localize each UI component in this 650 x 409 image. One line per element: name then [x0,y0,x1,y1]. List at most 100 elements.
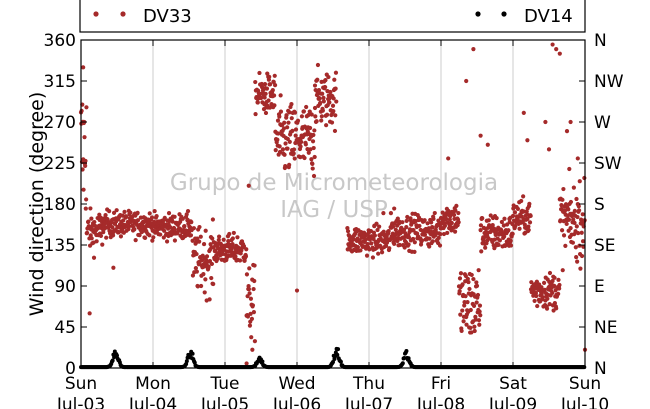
dv33-point [158,232,163,237]
dv33-point [325,112,330,117]
dv33-point [193,266,198,271]
dv33-point [473,317,478,322]
dv14-point [335,352,340,357]
dv14-point [184,359,189,364]
dv33-point [572,208,577,214]
dv33-point [122,209,127,214]
dv33-point [321,95,326,100]
dv33-point [493,232,498,238]
dv33-point [241,244,247,249]
dv33-point [82,135,87,140]
dv33-point [287,139,292,144]
dv33-point [462,303,467,308]
dv33-point [83,206,88,211]
dv33-point [397,242,402,248]
dv33-point [474,300,479,305]
x-tick-label-day: Sun [569,374,601,394]
dv33-point [333,113,338,118]
dv33-point [508,243,514,248]
x-tick-label-day: Sat [499,374,527,394]
dv33-point [550,42,555,47]
dv33-point [481,238,486,243]
dv33-point [547,302,552,307]
dv33-point [406,242,411,247]
dv33-point [496,242,501,247]
dv33-point [392,206,397,211]
dv33-point [313,114,318,119]
dv33-point [457,289,462,294]
dv33-point [79,108,84,113]
dv33-point [252,339,258,344]
dv33-point [580,239,586,244]
dv33-point [465,276,470,281]
y-tick-label-right: SE [594,236,616,256]
dv33-point [273,148,278,153]
dv33-point [471,276,476,282]
y-tick-label: 0 [65,359,76,379]
dv33-point [525,216,530,222]
dv33-point [441,231,447,237]
legend-marker-dv14-b [501,11,507,17]
y-tick-label: 135 [44,236,76,256]
dv33-point [286,120,291,125]
dv33-point [277,149,283,155]
dv33-point [262,95,267,100]
dv33-point [209,261,215,267]
dv14-point [400,361,405,366]
dv33-point [429,220,434,225]
dv33-point [312,154,317,160]
dv33-point [252,278,257,284]
dv33-point [320,91,325,96]
dv33-point [547,270,553,276]
dv33-point [311,145,316,151]
dv33-point [327,100,332,105]
dv33-point [326,74,331,80]
dv33-point [230,236,235,241]
dv33-point [307,125,313,131]
dv33-point [127,224,132,229]
dv33-point [199,283,204,289]
dv33-point [462,300,467,305]
dv33-point [248,311,253,316]
dv33-point [506,228,511,233]
dv33-point [89,216,94,221]
dv33-point [521,194,526,199]
dv33-point [201,272,206,277]
dv33-point [94,239,99,244]
dv33-point [314,119,319,124]
y-tick-label: 315 [44,72,76,92]
dv33-point [295,118,301,123]
x-tick-label-date: Jul-03 [56,395,105,409]
dv33-point [469,272,474,278]
dv33-point [534,293,539,299]
dv33-point [291,151,296,156]
dv33-point [162,215,167,220]
dv33-point [456,220,461,225]
dv33-point [559,203,564,208]
dv33-point [147,211,152,216]
dv33-point [563,243,568,248]
dv33-point [404,218,409,224]
dv33-point [306,150,311,155]
dv33-point [459,328,464,334]
dv33-point [374,221,379,226]
dv33-point [312,105,318,111]
dv33-point [246,287,252,292]
dv33-point [376,251,381,256]
dv33-point [463,294,468,299]
dv33-point [124,214,129,219]
dv33-point [477,322,482,327]
dv33-point [328,89,333,95]
dv33-point [526,224,531,229]
dv33-point [180,216,185,221]
x-tick-label-day: Tue [209,374,239,394]
dv33-point [387,246,392,251]
dv33-point [309,112,314,117]
dv33-point [215,256,220,261]
dv33-point [412,249,417,254]
dv33-point [104,235,109,240]
dv33-point [84,197,89,202]
dv33-point [412,240,417,245]
dv33-point [278,109,284,114]
dv33-point [172,214,177,219]
